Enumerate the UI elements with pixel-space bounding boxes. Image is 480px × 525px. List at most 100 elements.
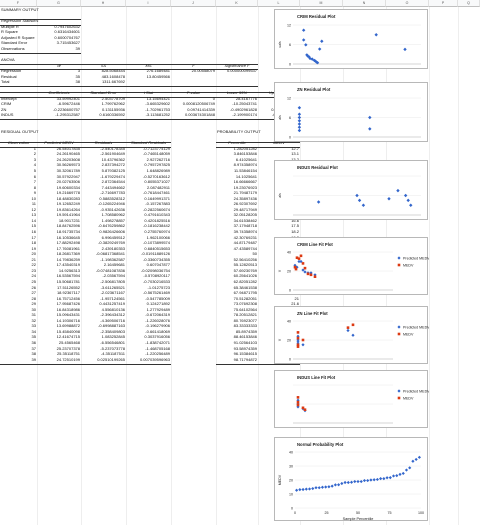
residual-cell[interactable]: 23 — [31, 268, 36, 273]
anova-cell[interactable]: 13.80459566 — [146, 74, 170, 79]
residual-cell[interactable]: 25.35118751 — [56, 352, 80, 357]
residual-cell[interactable]: 17 — [31, 235, 36, 240]
residual-cell[interactable]: 9 — [33, 191, 36, 196]
probability-cell[interactable]: 14.1025641 — [235, 174, 257, 179]
residual-cell[interactable]: 17.43540319 — [56, 263, 80, 268]
residual-cell[interactable]: -0.1816238442 — [143, 224, 170, 229]
residual-cell[interactable]: 14.79836259 — [56, 257, 80, 262]
probability-cell[interactable]: 98.71794872 — [233, 357, 257, 362]
anova-cell[interactable]: 276.1689481 — [146, 69, 170, 74]
residual-cell[interactable]: 37 — [31, 346, 36, 351]
residual-cell[interactable]: 15.09643431 — [56, 313, 80, 318]
probability-cell[interactable]: 3.846153846 — [233, 152, 257, 157]
coef-cell[interactable]: -1.702961753 — [145, 107, 170, 112]
residual-cell[interactable]: -1.957124561 — [100, 296, 125, 301]
stat-label[interactable]: Standard Error — [1, 41, 28, 46]
column-header-I[interactable]: I — [126, 0, 171, 7]
probability-title[interactable]: PROBABILITY OUTPUT — [217, 130, 261, 135]
anova-cell[interactable]: 3 — [77, 69, 80, 74]
stat-value[interactable]: 39 — [75, 46, 80, 51]
residual-cell[interactable]: 0.7957297825 — [144, 163, 170, 168]
residual-cell[interactable]: -0.3829249769 — [98, 241, 125, 246]
probability-cell[interactable]: 18.2 — [291, 230, 299, 234]
residual-cell[interactable]: -0.157267883 — [145, 202, 170, 207]
probability-cell[interactable]: 62.82051282 — [233, 279, 257, 284]
residual-cell[interactable]: -3.611265521 — [100, 285, 125, 290]
residual-cell[interactable]: 18.92367117 — [56, 291, 80, 296]
probability-cell[interactable]: 80.76923077 — [233, 318, 257, 323]
residual-cell[interactable]: 16.53567594 — [56, 274, 80, 279]
probability-cell[interactable]: 88.46153846 — [233, 335, 257, 340]
residual-cell[interactable]: 2 — [33, 152, 36, 157]
residual-cell[interactable]: 18.26817369 — [56, 252, 80, 257]
coef-cell[interactable]: 0 — [212, 96, 215, 101]
coef-cell[interactable]: 0.0008120506749 — [182, 102, 215, 107]
anova-cell[interactable]: 20.00558079 — [191, 69, 215, 74]
probability-cell[interactable]: 93.58974359 — [233, 346, 257, 351]
coef-cell[interactable]: 0.131155936 — [101, 107, 125, 112]
coef-cell[interactable]: 0.003674301848 — [184, 113, 215, 118]
coef-header[interactable]: t Stat — [143, 91, 154, 96]
residual-cell[interactable]: 24 — [31, 274, 36, 279]
probability-cell[interactable]: 65.38461538 — [233, 285, 257, 290]
column-header-F[interactable]: F — [0, 0, 37, 7]
residual-cell[interactable]: -2.023671167 — [100, 291, 125, 296]
probability-header[interactable]: Percentile — [228, 141, 246, 146]
residual-cell[interactable]: -0.7123774129 — [143, 146, 170, 151]
residual-cell[interactable]: 19 — [31, 246, 36, 251]
residual-cell[interactable]: 32 — [31, 318, 36, 323]
residual-cell[interactable]: 19.12652249 — [56, 202, 80, 207]
residual-cell[interactable]: -0.3360734355 — [143, 257, 170, 262]
residual-cell[interactable]: -0.7618447461 — [143, 191, 170, 196]
residual-cell[interactable]: -4.351187511 — [100, 352, 125, 357]
residual-cell[interactable]: 33 — [31, 324, 36, 329]
probability-cell[interactable]: 32.05128205 — [233, 213, 257, 218]
anova-title[interactable]: ANOVA — [1, 57, 15, 62]
residual-cell[interactable]: 1.277929489 — [146, 307, 170, 312]
probability-cell[interactable]: 37.17948718 — [233, 224, 257, 229]
residual-cell[interactable]: -1.838742071 — [145, 341, 170, 345]
residual-cell[interactable]: 16 — [31, 230, 36, 234]
residual-cell[interactable]: -2.716697783 — [100, 191, 125, 196]
residual-cell[interactable]: 30.56269573 — [56, 163, 80, 168]
anova-cell[interactable]: Total — [1, 80, 10, 85]
line-fit-plot-1[interactable]: ZN Line Fit Plot 40 20 0 V Predicted MEDV MEDV — [274, 306, 429, 364]
residual-cell[interactable]: 14 — [31, 218, 36, 223]
residual-cell[interactable]: 18.91735734 — [56, 230, 80, 234]
regression-stats-title[interactable]: Regression Statistics — [1, 19, 39, 24]
residual-cell[interactable]: 4.556810136 — [101, 307, 125, 312]
residual-cell[interactable]: 30 — [31, 307, 36, 312]
probability-cell[interactable]: 6.41025641 — [235, 157, 257, 162]
probability-cell[interactable]: 78.20512821 — [233, 313, 257, 318]
coef-cell[interactable]: 13.15694421 — [146, 96, 170, 101]
residual-cell[interactable]: 0.8055371027 — [144, 180, 170, 185]
residual-cell[interactable]: 19.60600334 — [56, 185, 80, 190]
residual-cell[interactable]: 1.083252845 — [101, 335, 125, 340]
residual-cell[interactable]: -0.661418069 — [145, 329, 170, 334]
residual-cell[interactable]: -2.540178345 — [100, 146, 125, 151]
residual-cell[interactable]: 39 — [31, 357, 36, 362]
residual-cell[interactable]: 0.607047877 — [146, 263, 170, 268]
anova-header[interactable]: df — [57, 63, 61, 68]
anova-cell[interactable]: 38 — [75, 80, 80, 85]
residual-cell[interactable]: 36 — [31, 341, 36, 345]
residual-cell[interactable]: -2.03567594 — [102, 274, 125, 279]
line-fit-plot-0[interactable]: CRIM Line Fit Plot 40 20 0 V Predicted MEDV ME… — [274, 237, 429, 295]
probability-cell[interactable]: 1.282051282 — [233, 146, 257, 151]
residual-cell[interactable]: 20 — [31, 252, 36, 257]
residual-cell[interactable]: 2.927262716 — [146, 157, 170, 162]
residual-cell[interactable]: -0.547785009 — [145, 296, 170, 301]
residual-cell[interactable]: 26.54017835 — [56, 146, 80, 151]
residual-cell[interactable]: -1.226028076 — [145, 318, 170, 323]
anova-cell[interactable]: 0.000000099537 — [226, 69, 257, 74]
column-header-H[interactable]: H — [81, 0, 126, 7]
residual-cell[interactable]: -1.468705168 — [145, 346, 170, 351]
residual-cell[interactable]: 5.879382125 — [101, 168, 125, 173]
residual-cell[interactable]: 14.19306716 — [56, 318, 80, 323]
residual-cell[interactable]: -1.220256489 — [145, 352, 170, 357]
coef-cell[interactable]: Intercept — [1, 96, 17, 101]
coef-cell[interactable]: 28.4167776 — [235, 96, 257, 101]
residual-cell[interactable]: 27 — [31, 291, 36, 296]
coef-cell[interactable]: 0.09741414339 — [187, 107, 215, 112]
coef-cell[interactable]: -0.4902961828 — [230, 107, 257, 112]
